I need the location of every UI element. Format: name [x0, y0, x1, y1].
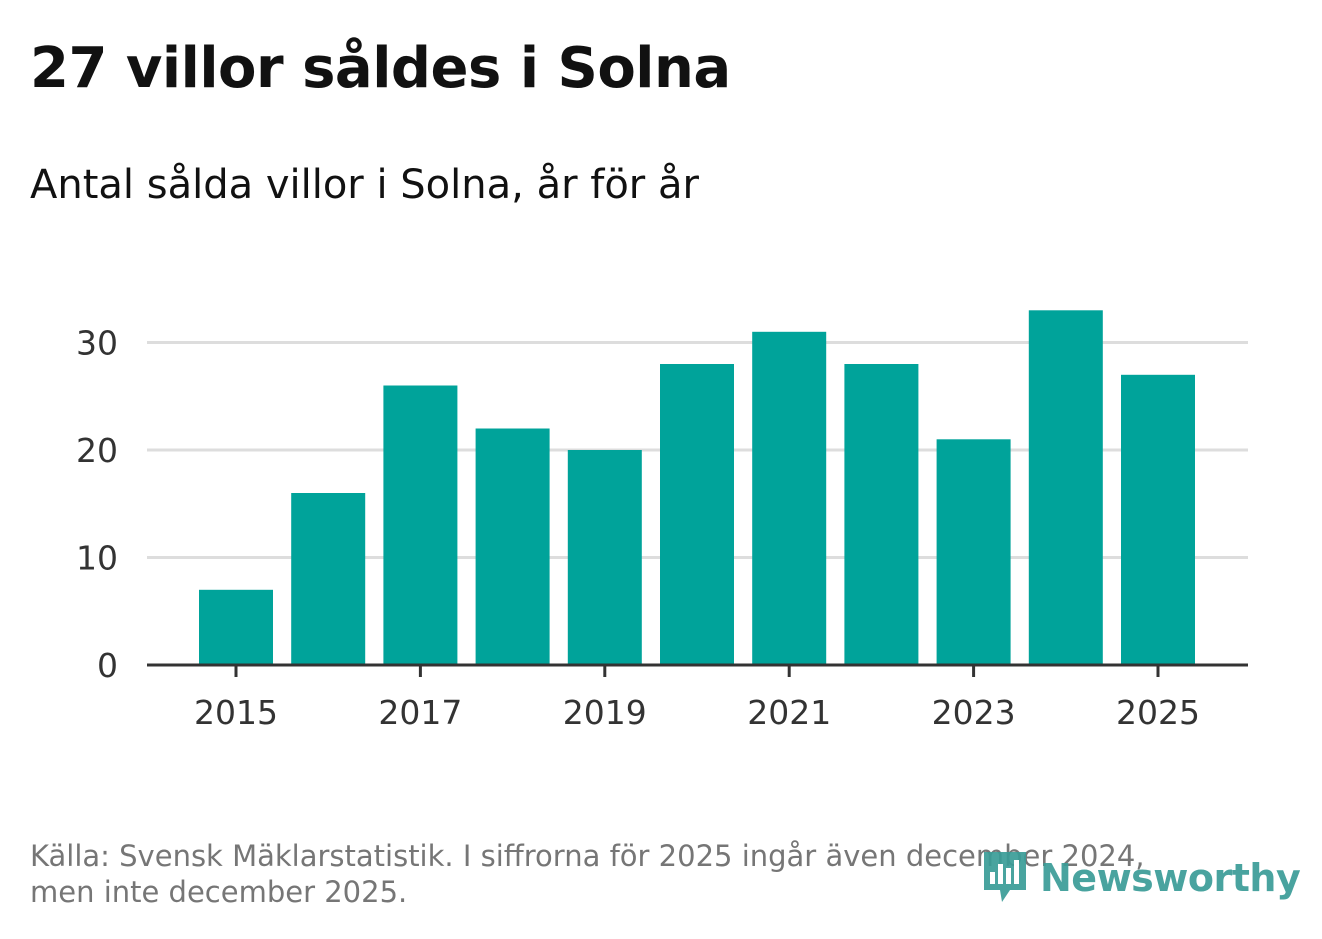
bar-2018 [475, 428, 550, 665]
x-tick-label-2025: 2025 [1116, 693, 1200, 732]
bar-chart: 0 10 20 30 2015 2017 2019 2021 2023 2025 [76, 310, 1248, 732]
bar-2020 [660, 364, 734, 665]
bar-2017 [383, 385, 458, 665]
bar-2024 [1028, 310, 1103, 666]
source-note: Källa: Svensk Mäklarstatistik. I siffror… [30, 838, 1240, 910]
bars [199, 310, 1195, 666]
y-tick-label-0: 0 [97, 646, 118, 685]
chart-subtitle: Antal sålda villor i Solna, år för år [30, 162, 699, 208]
x-tick-label-2021: 2021 [747, 693, 831, 732]
y-tick-label-20: 20 [76, 431, 118, 470]
bar-2019 [567, 450, 642, 665]
bar-2025 [1121, 374, 1195, 666]
chart-title: 27 villor såldes i Solna [30, 36, 731, 101]
x-tick-label-2015: 2015 [194, 693, 278, 732]
bar-2022 [844, 364, 919, 665]
y-axis-labels: 0 10 20 30 [76, 324, 118, 686]
y-tick-label-10: 10 [76, 539, 118, 578]
x-axis: 2015 2017 2019 2021 2023 2025 [147, 663, 1248, 732]
bar-chart-speech-icon [984, 852, 1026, 902]
source-line-1: Källa: Svensk Mäklarstatistik. I siffror… [30, 839, 1145, 873]
source-line-2: men inte december 2025. [30, 875, 408, 909]
bar-2021 [752, 331, 827, 666]
x-tick-label-2017: 2017 [378, 693, 462, 732]
newsworthy-logo: Newsworthy [980, 846, 1301, 910]
x-tick-label-2019: 2019 [563, 693, 647, 732]
y-tick-label-30: 30 [76, 324, 118, 363]
x-tick-label-2023: 2023 [932, 693, 1016, 732]
logo-text: Newsworthy [1040, 856, 1301, 900]
bar-2023 [936, 439, 1011, 666]
bar-2015 [199, 589, 273, 666]
bar-2016 [291, 493, 366, 665]
